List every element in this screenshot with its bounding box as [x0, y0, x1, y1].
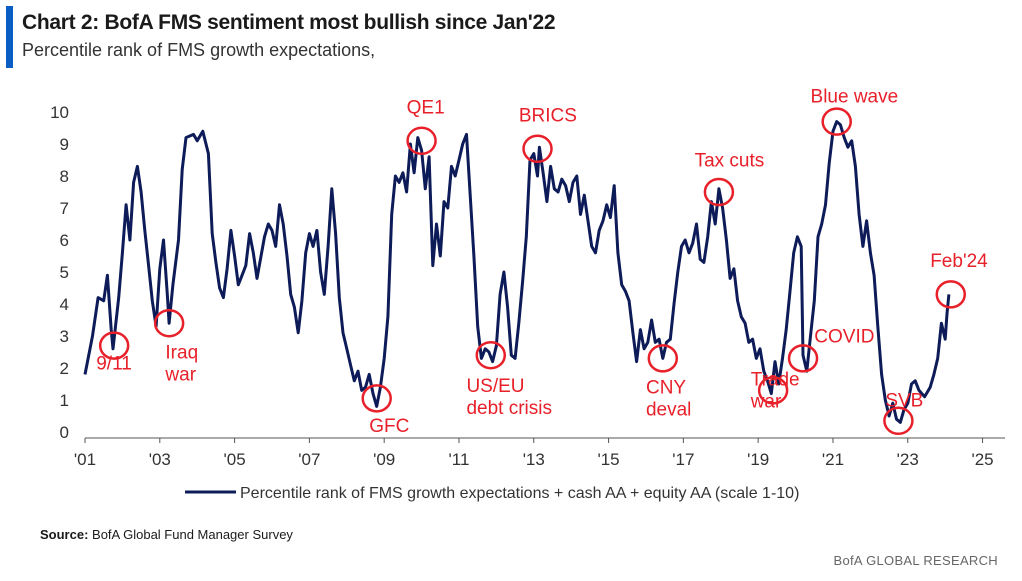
x-tick-label: '07	[298, 450, 320, 469]
x-tick-label: '09	[373, 450, 395, 469]
annotation-label: 9/11	[96, 354, 132, 375]
x-tick-label: '01	[74, 450, 96, 469]
annotation-circle	[98, 331, 130, 360]
annotation-label: Blue wave	[811, 86, 899, 107]
annotation-label: CNY	[646, 378, 686, 399]
title-accent-bar	[6, 6, 13, 68]
x-tick-label: '03	[149, 450, 171, 469]
annotation-label: Trade	[751, 370, 800, 391]
x-tick-label: '23	[897, 450, 919, 469]
annotation-circle	[935, 280, 967, 309]
annotation-label: QE1	[407, 98, 445, 119]
x-tick-label: '17	[672, 450, 694, 469]
series-line	[83, 120, 951, 424]
y-tick-label: 6	[60, 231, 69, 250]
x-tick-label: '19	[747, 450, 769, 469]
y-tick-label: 4	[60, 295, 69, 314]
source-text: BofA Global Fund Manager Survey	[92, 527, 293, 542]
annotation-circle	[821, 107, 852, 136]
annotation-circle	[883, 406, 914, 436]
x-tick-label: '05	[224, 450, 246, 469]
y-tick-label: 5	[60, 263, 69, 282]
annotation-label: Feb'24	[930, 251, 988, 272]
annotation-label: SVB	[885, 390, 923, 411]
x-tick-label: '13	[523, 450, 545, 469]
annotation-label: BRICS	[519, 106, 577, 127]
annotation-circle	[703, 177, 735, 207]
annotation-label: GFC	[369, 416, 409, 437]
annotation-circle	[522, 134, 553, 164]
y-tick-label: 0	[60, 423, 69, 442]
y-tick-label: 3	[60, 327, 69, 346]
annotation-label: Tax cuts	[695, 150, 765, 171]
y-tick-label: 2	[60, 359, 69, 378]
y-tick-label: 7	[60, 199, 69, 218]
annotation-label: war	[164, 364, 196, 385]
x-tick-label: '25	[971, 450, 993, 469]
source-note: Source: BofA Global Fund Manager Survey	[40, 527, 293, 542]
annotation-circle	[647, 344, 679, 373]
annotation-label: COVID	[814, 326, 874, 347]
chart-title: Chart 2: BofA FMS sentiment most bullish…	[22, 11, 556, 34]
annotation-label: US/EU	[466, 376, 524, 397]
annotation-label: deval	[646, 400, 691, 421]
annotation-circle	[757, 376, 789, 405]
chart-subtitle: Percentile rank of FMS growth expectatio…	[22, 40, 376, 60]
y-tick-label: 10	[50, 103, 69, 122]
annotation-circle	[475, 340, 507, 370]
annotation-circle	[153, 308, 185, 338]
annotation-label: war	[750, 392, 782, 413]
annotation-label: debt crisis	[466, 398, 552, 419]
annotation-circle	[361, 384, 392, 413]
y-tick-label: 8	[60, 167, 69, 186]
x-tick-label: '21	[822, 450, 844, 469]
annotation-circle	[406, 126, 437, 156]
y-tick-label: 1	[60, 391, 69, 410]
annotation-circle	[787, 344, 819, 373]
source-label: Source:	[40, 527, 89, 542]
brand-label: BofA GLOBAL RESEARCH	[833, 553, 998, 568]
x-tick-label: '15	[597, 450, 619, 469]
annotation-label: Iraq	[165, 342, 198, 363]
x-tick-label: '11	[449, 450, 470, 469]
legend-label: Percentile rank of FMS growth expectatio…	[240, 485, 799, 502]
y-tick-label: 9	[60, 135, 69, 154]
